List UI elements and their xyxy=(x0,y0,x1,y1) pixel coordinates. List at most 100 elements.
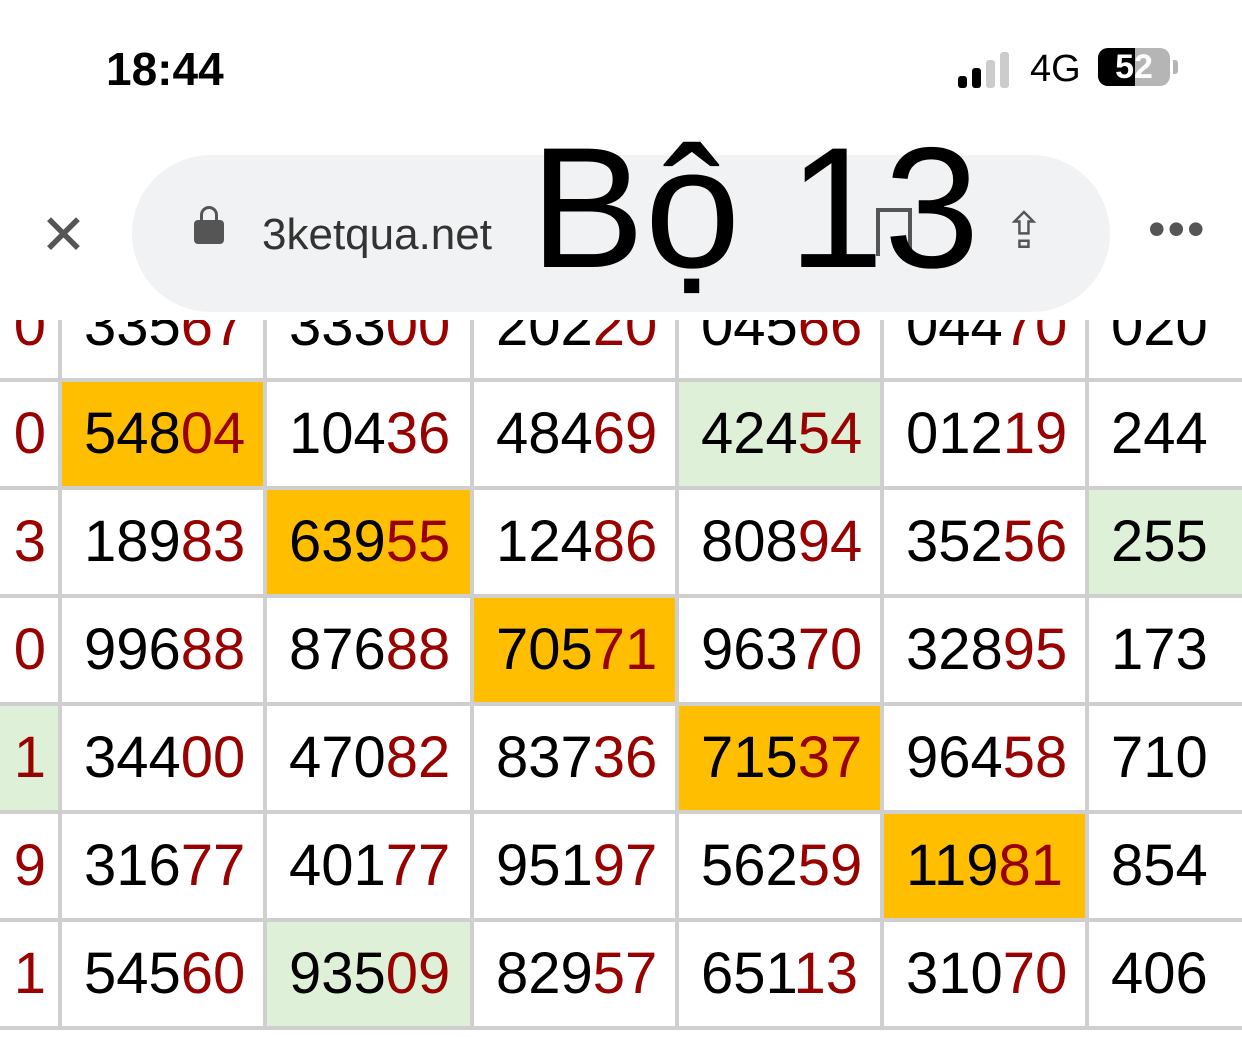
cell-digits: 854 xyxy=(1111,833,1208,898)
row-divider xyxy=(0,810,1242,814)
table-cell: 48469 xyxy=(474,382,675,486)
table-cell: 01219 xyxy=(884,382,1085,486)
table-cell: 3 xyxy=(0,490,58,594)
cell-digits: 562 xyxy=(701,833,798,898)
more-icon[interactable]: ••• xyxy=(1148,201,1207,257)
table-cell: 255 xyxy=(1089,490,1242,594)
cell-last-digits: 69 xyxy=(592,401,658,466)
cell-digits: 935 xyxy=(289,941,386,1006)
table-cell: 0 xyxy=(0,382,58,486)
row-divider xyxy=(0,702,1242,706)
cell-last-digits: 13 xyxy=(793,941,858,1006)
cell-last-digits: 71 xyxy=(592,617,658,682)
table-cell: 40177 xyxy=(267,814,470,918)
cell-digits: 651 xyxy=(701,941,794,1006)
cell-digits: 310 xyxy=(906,941,1003,1006)
cell-digits: 424 xyxy=(701,401,798,466)
cell-digits: 545 xyxy=(84,941,181,1006)
cell-last-digits: 59 xyxy=(797,833,863,898)
signal-bar xyxy=(972,68,981,88)
status-bar: 18:44 4G 52 xyxy=(0,0,1242,130)
cell-digits: 963 xyxy=(701,617,798,682)
cell-digits: 173 xyxy=(1111,617,1208,682)
column-divider xyxy=(1085,270,1089,1030)
cell-digits: 829 xyxy=(496,941,593,1006)
table-cell: 35256 xyxy=(884,490,1085,594)
close-icon[interactable]: ✕ xyxy=(40,203,87,266)
cell-digits: 189 xyxy=(84,509,181,574)
table-cell: 96458 xyxy=(884,706,1085,810)
cell-digits: 705 xyxy=(496,617,593,682)
cell-last-digits: 3 xyxy=(13,509,46,574)
table-cell: 65113 xyxy=(679,922,880,1026)
table-cell: 83736 xyxy=(474,706,675,810)
cell-digits: 012 xyxy=(906,401,1003,466)
table-cell: 244 xyxy=(1089,382,1242,486)
cell-last-digits: 95 xyxy=(1002,617,1068,682)
cell-last-digits: 0 xyxy=(13,617,46,682)
table-cell: 12486 xyxy=(474,490,675,594)
cell-digits: 244 xyxy=(1111,401,1208,466)
cell-last-digits: 60 xyxy=(180,941,246,1006)
row-divider xyxy=(0,486,1242,490)
cell-last-digits: 09 xyxy=(385,941,451,1006)
table-cell: 82957 xyxy=(474,922,675,1026)
table-cell: 18983 xyxy=(62,490,263,594)
cell-last-digits: 70 xyxy=(797,617,863,682)
cell-last-digits: 82 xyxy=(385,725,451,790)
table-cell: 406 xyxy=(1089,922,1242,1026)
url-text[interactable]: 3ketqua.net xyxy=(262,210,492,259)
cell-last-digits: 97 xyxy=(592,833,658,898)
cell-digits: 639 xyxy=(289,509,386,574)
cell-last-digits: 56 xyxy=(1002,509,1068,574)
cell-last-digits: 19 xyxy=(1002,401,1068,466)
cell-last-digits: 0 xyxy=(13,401,46,466)
overlay-title: Bộ 13 xyxy=(530,112,980,304)
table-cell: 854 xyxy=(1089,814,1242,918)
table-cell: 71537 xyxy=(679,706,880,810)
cell-digits: 406 xyxy=(1111,941,1208,1006)
browser-toolbar: ✕ 3ketqua.net ⇪ ••• xyxy=(0,130,1242,320)
row-divider xyxy=(0,1026,1242,1030)
cell-digits: 316 xyxy=(84,833,181,898)
cell-last-digits: 55 xyxy=(385,509,451,574)
table-cell: 99688 xyxy=(62,598,263,702)
cell-last-digits: 86 xyxy=(592,509,658,574)
clock: 18:44 xyxy=(106,43,224,95)
cell-last-digits: 58 xyxy=(1002,725,1068,790)
cell-digits: 352 xyxy=(906,509,1003,574)
cell-last-digits: 1 xyxy=(13,941,46,1006)
row-divider xyxy=(0,378,1242,382)
signal-bar xyxy=(1000,52,1009,88)
table-cell: 56259 xyxy=(679,814,880,918)
table-cell: 11981 xyxy=(884,814,1085,918)
column-divider xyxy=(880,270,884,1030)
cell-last-digits: 9 xyxy=(13,833,46,898)
column-divider xyxy=(675,270,679,1030)
table-cell: 32895 xyxy=(884,598,1085,702)
cell-last-digits: 04 xyxy=(180,401,246,466)
table-cell: 42454 xyxy=(679,382,880,486)
cell-last-digits: 88 xyxy=(385,617,451,682)
cell-digits: 401 xyxy=(289,833,386,898)
table-cell: 93509 xyxy=(267,922,470,1026)
row-divider xyxy=(0,918,1242,922)
row-divider xyxy=(0,594,1242,598)
cell-last-digits: 77 xyxy=(385,833,451,898)
cell-last-digits: 36 xyxy=(592,725,658,790)
table-cell: 10436 xyxy=(267,382,470,486)
cell-last-digits: 70 xyxy=(1002,941,1068,1006)
signal-bar xyxy=(958,76,967,88)
cell-last-digits: 1 xyxy=(13,725,46,790)
share-icon[interactable]: ⇪ xyxy=(1003,203,1045,259)
cell-last-digits: 37 xyxy=(797,725,863,790)
column-divider xyxy=(58,270,62,1030)
address-bar[interactable] xyxy=(132,155,1110,312)
table-cell: 34400 xyxy=(62,706,263,810)
table-cell: 54560 xyxy=(62,922,263,1026)
battery-level: 52 xyxy=(1115,48,1153,86)
cell-last-digits: 88 xyxy=(180,617,246,682)
bookmark-icon[interactable] xyxy=(876,208,912,256)
cell-digits: 808 xyxy=(701,509,798,574)
cell-last-digits: 36 xyxy=(385,401,451,466)
